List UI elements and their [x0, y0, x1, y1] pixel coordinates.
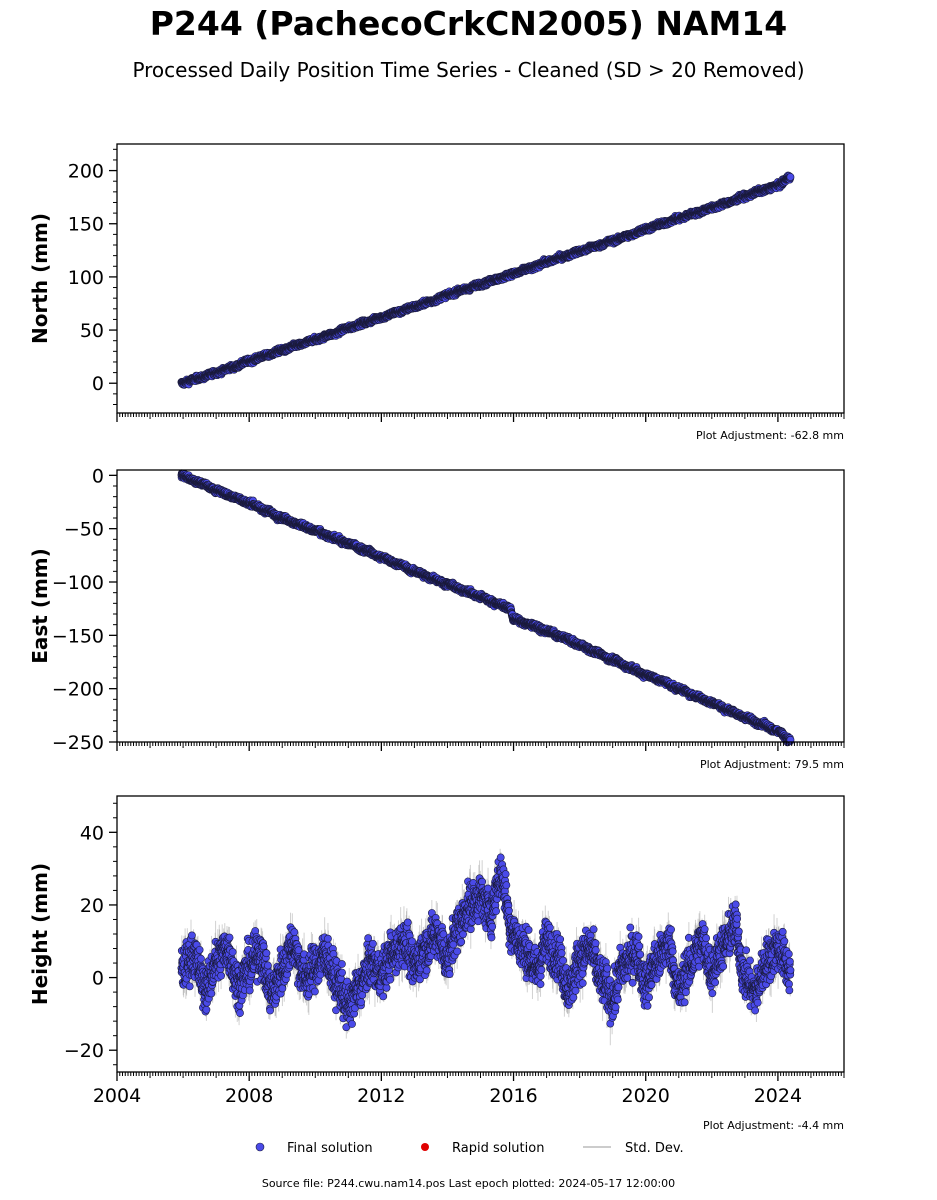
- final-solution-points: [177, 171, 795, 389]
- y-tick-label: 50: [80, 320, 104, 342]
- y-tick-label: 100: [68, 267, 104, 289]
- y-tick-label: 150: [68, 214, 104, 236]
- chart-subtitle: Processed Daily Position Time Series - C…: [132, 58, 805, 82]
- y-tick-label: 0: [92, 373, 104, 395]
- data-point: [786, 173, 795, 181]
- y-tick-label: 200: [68, 161, 104, 183]
- chart-title: P244 (PachecoCrkCN2005) NAM14: [149, 4, 788, 43]
